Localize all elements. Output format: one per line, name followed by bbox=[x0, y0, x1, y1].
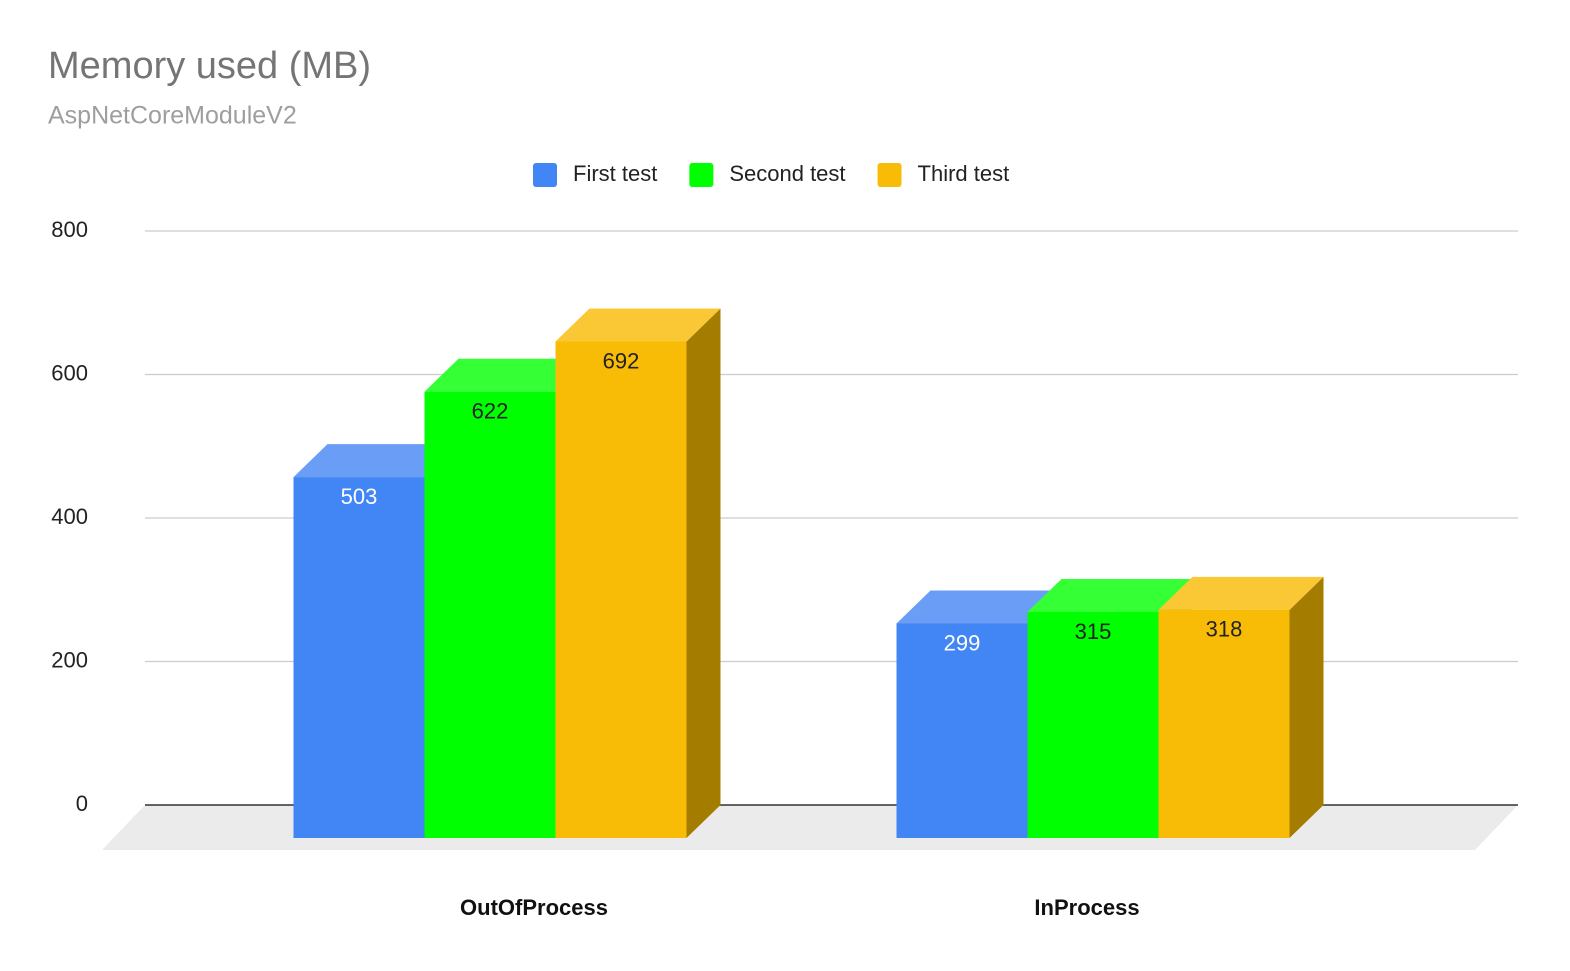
data-label: 318 bbox=[1206, 617, 1243, 642]
y-tick-label: 600 bbox=[51, 360, 88, 385]
bar-top bbox=[293, 444, 459, 478]
y-tick-label: 0 bbox=[76, 791, 88, 816]
legend-label: Third test bbox=[918, 161, 1010, 186]
y-tick-label: 400 bbox=[51, 504, 88, 529]
bar bbox=[424, 391, 556, 838]
bar-top bbox=[424, 358, 590, 392]
data-label: 315 bbox=[1075, 619, 1112, 644]
bar-top bbox=[896, 590, 1062, 624]
data-label: 692 bbox=[603, 348, 640, 373]
legend-swatch bbox=[877, 163, 902, 187]
chart-title: Memory used (MB) bbox=[48, 45, 371, 87]
y-tick-label: 200 bbox=[51, 647, 88, 672]
bar bbox=[1158, 609, 1290, 838]
x-tick-label: InProcess bbox=[1034, 895, 1139, 920]
bar-top bbox=[1158, 576, 1324, 610]
bar-side bbox=[1289, 576, 1324, 838]
legend-label: Second test bbox=[729, 161, 845, 186]
data-label: 503 bbox=[341, 484, 378, 509]
x-tick-label: OutOfProcess bbox=[460, 895, 608, 920]
bar-side bbox=[686, 308, 721, 838]
bar-top bbox=[555, 308, 721, 342]
y-tick-label: 800 bbox=[51, 217, 88, 242]
legend-swatch bbox=[689, 163, 714, 187]
bar bbox=[896, 623, 1028, 838]
legend-label: First test bbox=[573, 161, 657, 186]
data-label: 299 bbox=[944, 630, 981, 655]
bar-top bbox=[1027, 578, 1193, 612]
bar bbox=[1027, 611, 1159, 838]
bar bbox=[293, 477, 425, 838]
bar bbox=[555, 341, 687, 838]
legend-swatch bbox=[533, 163, 557, 187]
chart-subtitle: AspNetCoreModuleV2 bbox=[48, 102, 297, 130]
data-label: 622 bbox=[472, 399, 509, 424]
